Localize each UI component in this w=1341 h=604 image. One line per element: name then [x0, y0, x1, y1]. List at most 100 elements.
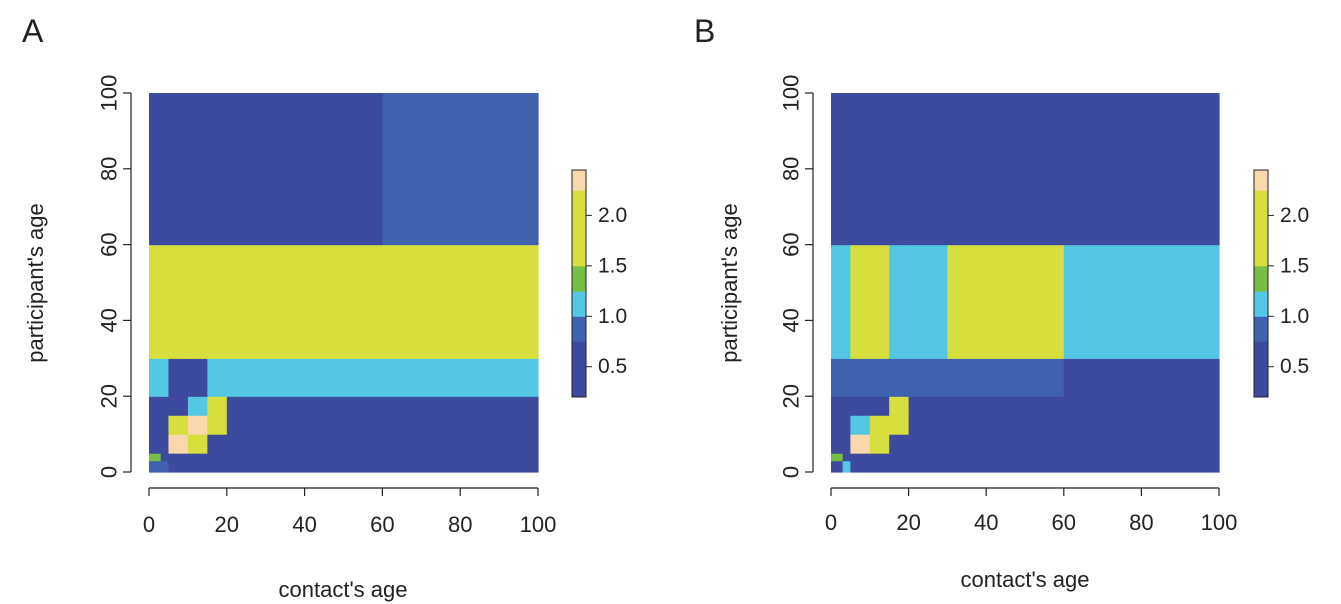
legend-swatch: [1254, 190, 1268, 267]
heatmap-cell: [831, 93, 844, 246]
y-tick-label: 0: [779, 466, 804, 478]
heatmap-cell: [187, 415, 208, 435]
heatmap-cell: [160, 453, 170, 462]
x-tick-label: 80: [448, 512, 472, 537]
heatmap-cell: [947, 93, 1065, 246]
heatmap-cell: [869, 93, 890, 246]
heatmap-cell: [168, 244, 189, 359]
heatmap-cell: [908, 415, 948, 435]
legend-swatch: [572, 170, 586, 191]
x-tick-label: 60: [1052, 510, 1076, 535]
heatmap-cells: [149, 93, 539, 473]
legend-swatch: [572, 316, 586, 343]
heatmap-cell: [889, 453, 910, 462]
heatmap-cell: [908, 93, 948, 246]
heatmap-cell: [226, 415, 267, 435]
heatmap-cell: [382, 415, 539, 435]
heatmap-cells: [831, 93, 1220, 473]
heatmap-cell: [850, 396, 871, 416]
heatmap-cell: [168, 460, 189, 473]
heatmap-cell: [842, 453, 851, 462]
heatmap-cell: [869, 453, 890, 462]
axes: 0 20 40 60 80 100 0 20 40 60 80 100: [97, 75, 557, 537]
heatmap-cell: [168, 93, 189, 246]
heatmap-cell: [850, 358, 871, 397]
heatmap-cell: [382, 244, 539, 359]
heatmap-cell: [889, 396, 910, 416]
y-tick-label: 20: [779, 384, 804, 408]
heatmap-cell: [149, 396, 162, 416]
heatmap-cell: [226, 434, 267, 454]
legend-swatch: [1254, 291, 1268, 317]
legend-tick-label: 1.5: [598, 254, 627, 277]
heatmap-cell: [1063, 244, 1220, 359]
y-tick-label: 0: [97, 466, 122, 478]
heatmap-cell: [265, 244, 383, 359]
legend-tick-label: 0.5: [598, 355, 627, 378]
heatmap-cell: [869, 244, 890, 359]
y-tick-label: 80: [97, 157, 122, 181]
heatmap-cell: [207, 93, 228, 246]
heatmap-cell: [187, 396, 208, 416]
heatmap-cell: [831, 415, 844, 435]
legend-swatch: [1254, 341, 1268, 398]
y-tick-label: 80: [779, 157, 804, 181]
heatmap-cell: [382, 453, 539, 462]
heatmap-cell: [187, 460, 208, 473]
legend-swatch: [572, 265, 586, 292]
heatmap-cell: [831, 244, 844, 359]
x-tick-label: 40: [292, 512, 316, 537]
heatmap-cell: [265, 460, 383, 473]
x-axis-label: contact's age: [279, 577, 408, 602]
heatmap-cell: [226, 453, 267, 462]
legend-swatch: [1254, 316, 1268, 343]
heatmap-cell: [947, 415, 1065, 435]
heatmap-cell: [265, 415, 383, 435]
heatmap-cell: [842, 93, 851, 246]
y-tick-label: 100: [97, 75, 122, 112]
panel-label: B: [694, 13, 715, 49]
x-tick-label: 60: [370, 512, 394, 537]
heatmap-cell: [908, 453, 948, 462]
heatmap-cell: [831, 358, 844, 397]
heatmap-cell: [382, 434, 539, 454]
heatmap-cell: [850, 244, 871, 359]
heatmap-cell: [850, 460, 871, 473]
legend-tick-label: 1.0: [598, 305, 627, 328]
heatmap-cell: [908, 434, 948, 454]
y-tick-label: 60: [779, 232, 804, 256]
heatmap-cell: [831, 396, 844, 416]
heatmap-cell: [265, 396, 383, 416]
legend-tick-label: 1.0: [1280, 305, 1309, 328]
heatmap-cell: [187, 434, 208, 454]
legend-tick-label: 2.0: [1280, 204, 1309, 227]
heatmap-cell: [947, 396, 1065, 416]
heatmap-cell: [842, 434, 851, 454]
heatmap-cell: [226, 244, 267, 359]
heatmap-cell: [168, 415, 189, 435]
heatmap-cell: [382, 358, 539, 397]
heatmap-cell: [149, 460, 162, 473]
y-tick-label: 60: [97, 232, 122, 256]
heatmap-cell: [265, 453, 383, 462]
heatmap-cell: [160, 358, 170, 397]
heatmap-cell: [382, 460, 539, 473]
legend-swatch: [572, 190, 586, 267]
heatmap-cell: [850, 434, 871, 454]
heatmap-cell: [187, 244, 208, 359]
legend-swatch: [572, 341, 586, 398]
heatmap-cell: [187, 358, 208, 397]
heatmap-cell: [168, 358, 189, 397]
x-axis-label: contact's age: [961, 567, 1090, 592]
legend-swatch: [1254, 170, 1268, 191]
heatmap-cell: [869, 396, 890, 416]
legend-tick-label: 1.5: [1280, 254, 1309, 277]
legend-tick-label: 2.0: [598, 204, 627, 227]
y-tick-label: 40: [779, 308, 804, 332]
heatmap-cell: [889, 434, 910, 454]
heatmap-cell: [947, 358, 1065, 397]
legend-swatch: [572, 291, 586, 317]
heatmap-cell: [226, 93, 267, 246]
